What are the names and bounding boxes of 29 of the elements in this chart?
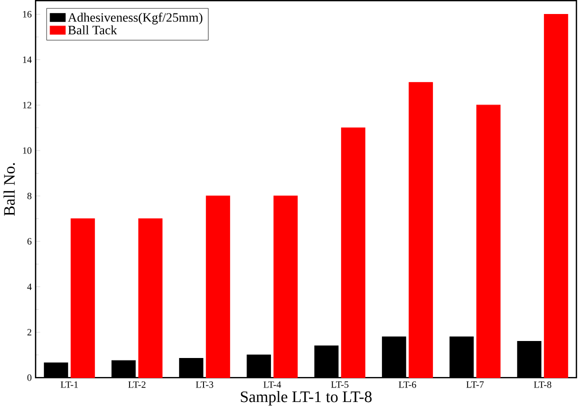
- y-tick-label: 4: [27, 284, 32, 290]
- y-tick-label: 0: [27, 374, 32, 381]
- y-tick-label: 14: [23, 56, 32, 63]
- y-tick-label: 6: [27, 238, 32, 245]
- bar: [274, 196, 298, 378]
- bar: [544, 14, 568, 378]
- x-tick-label: LT-8: [534, 381, 552, 388]
- y-tick-label: 16: [23, 11, 32, 18]
- y-tick-label: 10: [23, 147, 32, 154]
- y-tick-label: 2: [27, 329, 32, 336]
- bar: [206, 196, 230, 378]
- x-axis-title: Sample LT-1 to LT-8: [240, 390, 372, 406]
- x-tick-label: LT-1: [60, 381, 78, 388]
- bar: [70, 218, 95, 378]
- x-tick-label: LT-5: [331, 381, 348, 388]
- y-tick-label: 8: [27, 192, 32, 200]
- x-tick-label: LT-3: [196, 381, 214, 388]
- bar: [138, 218, 162, 378]
- x-tick-label: LT-6: [398, 381, 416, 388]
- bar: [341, 128, 366, 378]
- legend-label: Ball Tack: [68, 25, 118, 34]
- bar: [408, 82, 433, 378]
- y-axis-title: Ball No.: [4, 163, 15, 216]
- x-tick-label: LT-7: [466, 381, 484, 388]
- y-tick-label: 12: [23, 102, 32, 108]
- bar: [476, 104, 501, 378]
- x-tick-label: LT-2: [128, 381, 146, 388]
- x-tick-label: LT-4: [264, 381, 282, 388]
- legend-label: Adhesiveness(Kgf/25mm): [68, 12, 202, 24]
